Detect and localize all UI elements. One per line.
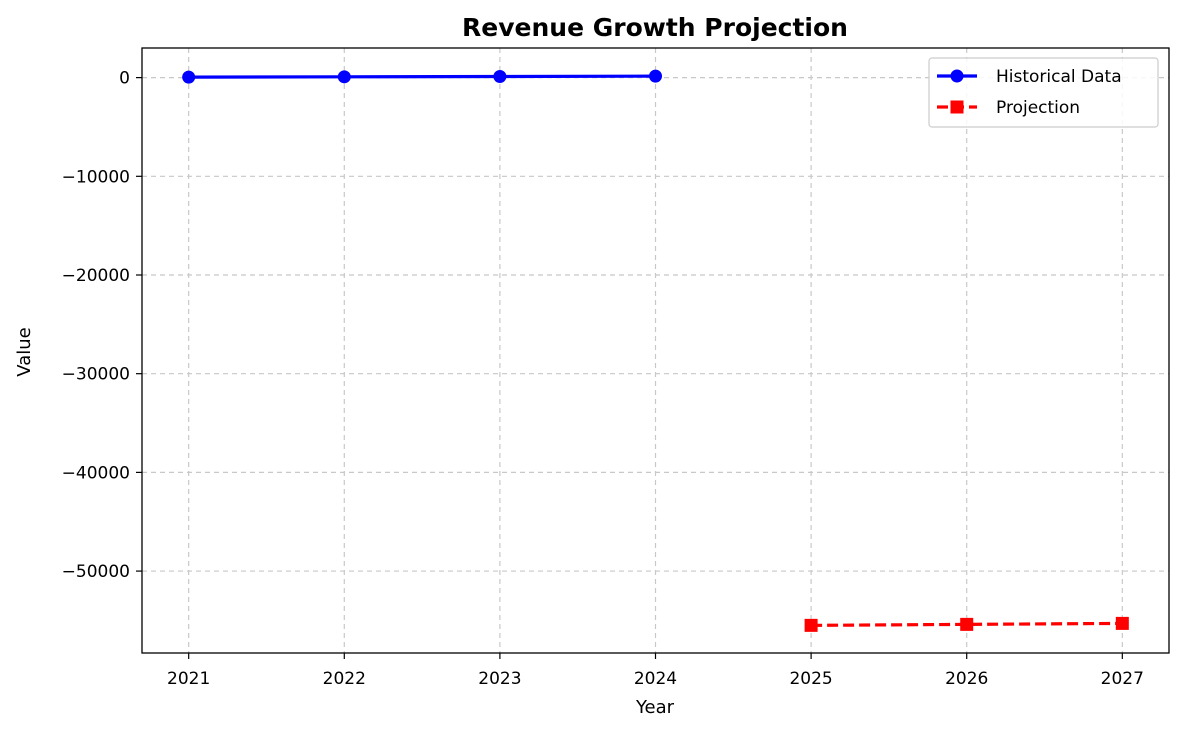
x-tick-label: 2023 [478, 669, 521, 689]
y-tick-label: −20000 [62, 266, 130, 286]
y-axis-label: Value [14, 327, 35, 376]
legend-label: Projection [996, 98, 1080, 118]
x-tick-label: 2025 [789, 669, 832, 689]
grid-lines [142, 48, 1169, 653]
x-tick-label: 2022 [323, 669, 366, 689]
historical-data-line [188, 74, 656, 79]
projection-point [960, 617, 974, 631]
chart-title: Revenue Growth Projection [462, 13, 848, 42]
legend-item-historical-data: Historical Data [937, 67, 1122, 87]
historical-data-point [182, 70, 196, 84]
projection-point [804, 618, 818, 632]
legend-box [928, 57, 1159, 128]
x-tick-label: 2021 [167, 669, 210, 689]
historical-data-point [649, 69, 662, 83]
y-tick-label: −40000 [62, 463, 130, 483]
x-axis-ticks: 2021 2022 2023 2024 2025 2026 2027 [167, 653, 1144, 689]
projection-point [1115, 616, 1129, 630]
y-tick-label: −10000 [62, 167, 130, 187]
series-lines [182, 69, 1129, 632]
series-historical-data [182, 69, 662, 84]
y-tick-label: −30000 [62, 365, 130, 385]
x-axis-label: Year [635, 697, 675, 718]
legend-label: Historical Data [996, 67, 1122, 87]
legend-marker-swatch [950, 100, 964, 114]
y-tick-label: −50000 [62, 562, 130, 582]
x-tick-label: 2026 [945, 669, 988, 689]
legend-item-projection: Projection [937, 98, 1080, 118]
legend-marker-swatch [950, 69, 964, 83]
x-tick-label: 2024 [634, 669, 677, 689]
x-tick-label: 2027 [1101, 669, 1144, 689]
historical-data-point [337, 70, 351, 84]
series-projection [804, 616, 1129, 632]
legend: Historical Data Projection [928, 57, 1159, 128]
historical-data-point [493, 70, 507, 84]
projection-line [811, 621, 1123, 627]
y-tick-label: 0 [119, 69, 130, 89]
y-axis-ticks: 0 −10000 −20000 −30000 −40000 −50000 [62, 69, 142, 582]
